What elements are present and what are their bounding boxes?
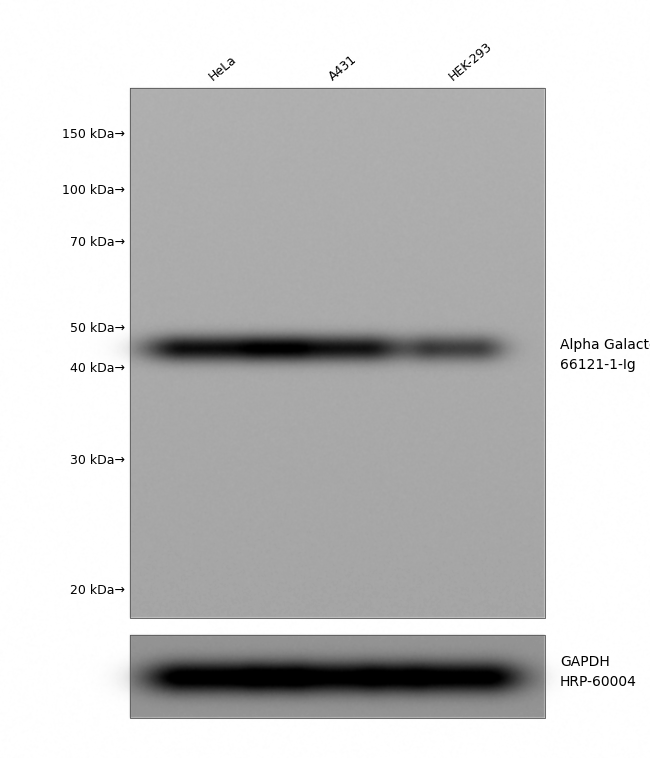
Text: GAPDH
HRP-60004: GAPDH HRP-60004 xyxy=(560,655,637,689)
Text: A431: A431 xyxy=(327,52,359,83)
Text: 20 kDa→: 20 kDa→ xyxy=(70,584,125,597)
Text: 30 kDa→: 30 kDa→ xyxy=(70,453,125,466)
Text: 150 kDa→: 150 kDa→ xyxy=(62,129,125,142)
Text: 50 kDa→: 50 kDa→ xyxy=(70,321,125,334)
Text: HEK-293: HEK-293 xyxy=(447,39,495,83)
Text: 100 kDa→: 100 kDa→ xyxy=(62,183,125,196)
Text: 70 kDa→: 70 kDa→ xyxy=(70,236,125,249)
Text: 40 kDa→: 40 kDa→ xyxy=(70,362,125,374)
Text: Alpha Galactosidase A
66121-1-Ig: Alpha Galactosidase A 66121-1-Ig xyxy=(560,338,650,372)
Text: HeLa: HeLa xyxy=(207,52,239,83)
